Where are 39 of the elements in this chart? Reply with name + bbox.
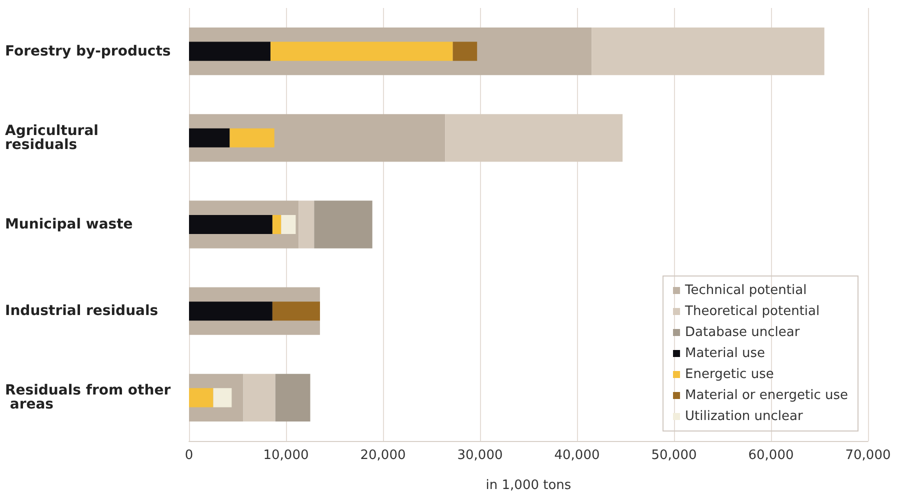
legend-label: Database unclear <box>685 325 800 340</box>
bar <box>230 128 274 148</box>
bar <box>281 214 296 234</box>
x-tick-label: 10,000 <box>263 448 309 463</box>
x-axis-title: in 1,000 tons <box>486 478 572 493</box>
bar <box>314 200 372 248</box>
bar <box>189 128 230 148</box>
bar <box>189 42 270 61</box>
x-tick-label: 40,000 <box>554 448 600 463</box>
y-tick-label: Residuals from other areas <box>5 382 171 413</box>
bar <box>452 42 478 61</box>
bar <box>445 114 623 162</box>
x-tick-label: 70,000 <box>845 448 891 463</box>
bar <box>592 27 824 76</box>
bar <box>298 200 314 248</box>
x-tick-label: 20,000 <box>360 448 406 463</box>
y-tick-label: Agricultural residuals <box>5 122 104 153</box>
y-tick-label: Industrial residuals <box>5 303 158 320</box>
legend-label: Utilization unclear <box>685 409 804 424</box>
bar <box>189 302 272 321</box>
bar <box>275 374 310 422</box>
x-tick-label: 50,000 <box>651 448 697 463</box>
x-tick-label: 0 <box>184 448 194 463</box>
y-tick-label: Municipal waste <box>5 216 133 232</box>
legend-label: Energetic use <box>685 367 774 382</box>
bar <box>213 388 232 408</box>
bar <box>189 214 272 234</box>
x-tick-label: 30,000 <box>457 448 503 463</box>
bar <box>272 214 282 234</box>
bar <box>189 388 214 408</box>
bar <box>243 374 276 422</box>
bar <box>272 302 320 321</box>
legend-label: Technical potential <box>684 283 807 298</box>
legend-label: Theoretical potential <box>684 304 820 319</box>
legend-label: Material use <box>685 346 765 361</box>
y-tick-label: Forestry by-products <box>5 43 171 60</box>
bar <box>270 42 453 61</box>
legend-label: Material or energetic use <box>685 388 848 403</box>
x-tick-label: 60,000 <box>748 448 794 463</box>
